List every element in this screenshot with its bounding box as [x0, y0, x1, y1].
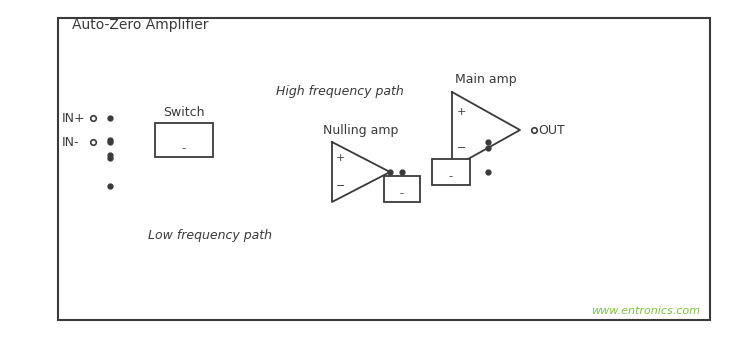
Text: −: − — [457, 143, 466, 153]
Bar — [432, 159, 470, 185]
Text: –: – — [400, 189, 404, 198]
Text: www.entronics.com: www.entronics.com — [591, 306, 700, 316]
Text: Auto-Zero Amplifier: Auto-Zero Amplifier — [72, 18, 209, 32]
Text: –: – — [449, 172, 453, 181]
Text: High frequency path: High frequency path — [276, 85, 404, 99]
Text: +: + — [457, 107, 466, 117]
Text: Nulling amp: Nulling amp — [323, 124, 399, 137]
Text: IN-: IN- — [62, 136, 80, 149]
Bar — [58, 18, 710, 320]
Bar — [155, 123, 213, 157]
Bar — [384, 176, 420, 202]
Text: +: + — [336, 153, 345, 163]
Text: –: – — [182, 144, 186, 153]
Text: OUT: OUT — [538, 123, 565, 136]
Text: Low frequency path: Low frequency path — [148, 228, 272, 241]
Text: −: − — [336, 181, 345, 191]
Text: Switch: Switch — [164, 106, 204, 119]
Text: IN+: IN+ — [62, 112, 85, 124]
Text: Main amp: Main amp — [456, 73, 517, 86]
